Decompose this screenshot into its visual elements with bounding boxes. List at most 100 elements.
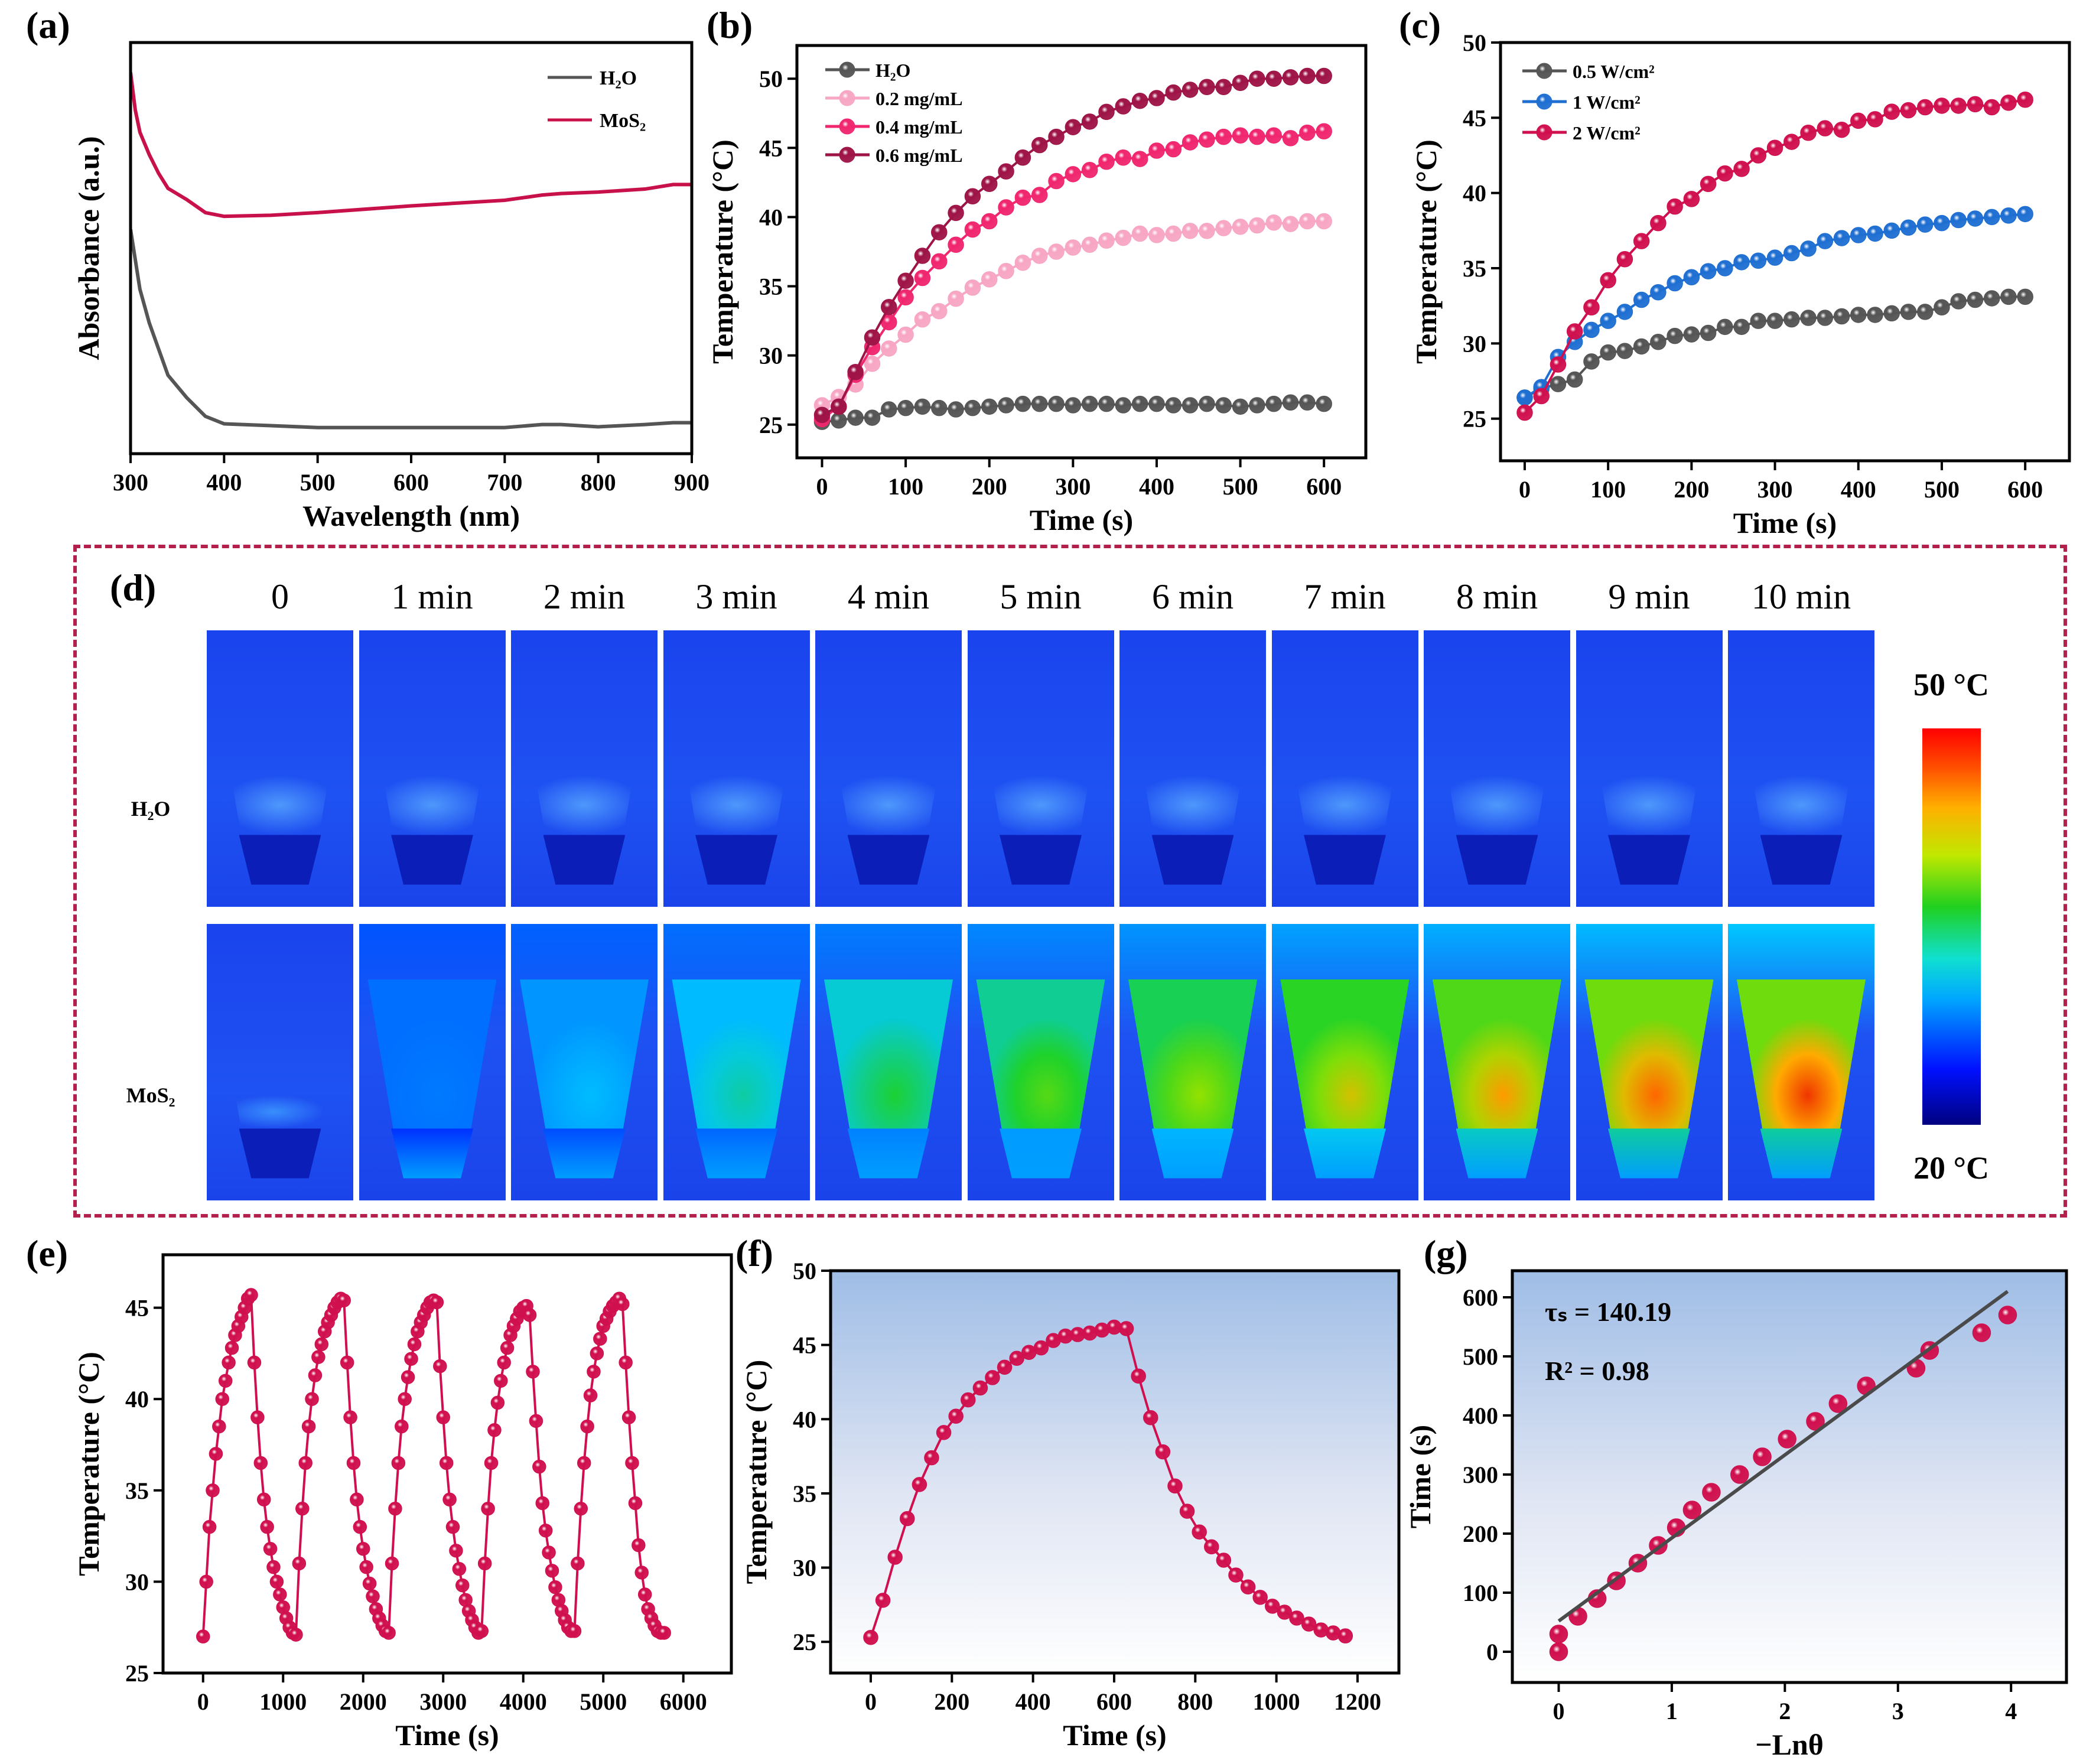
- data-point: [398, 1392, 412, 1406]
- data-point: [1299, 394, 1316, 411]
- time-label: 1 min: [391, 577, 473, 616]
- data-point: [1282, 216, 1299, 232]
- series-h-o: [131, 229, 692, 429]
- data-point: [1733, 318, 1750, 336]
- data-point: [1048, 173, 1065, 190]
- data-point: [292, 1556, 307, 1571]
- data-point: [1301, 1616, 1317, 1632]
- vial-liquid: [1584, 979, 1714, 1145]
- x-tick-label: 500: [300, 469, 336, 496]
- data-point: [981, 213, 998, 230]
- data-point: [583, 1388, 598, 1402]
- y-tick-label: 600: [1463, 1284, 1498, 1311]
- data-point: [948, 204, 964, 222]
- y-tick-label: 25: [793, 1629, 816, 1655]
- vial-base: [391, 1128, 473, 1179]
- legend-label: 2 W/cm²: [1573, 122, 1641, 144]
- data-point: [218, 1374, 233, 1388]
- x-tick-label: 1000: [1253, 1688, 1300, 1715]
- vial-liquid: [1736, 685, 1866, 852]
- thermal-image-mos2: [1728, 924, 1874, 1200]
- data-point: [1934, 97, 1950, 114]
- series-0-5-w-cm-: [1516, 288, 2033, 406]
- data-point: [985, 1370, 1000, 1385]
- data-point: [1155, 1444, 1171, 1460]
- x-tick-label: 0: [1519, 476, 1531, 503]
- y-axis-label: Time (s): [1404, 1425, 1437, 1528]
- data-point: [1249, 128, 1265, 145]
- thermal-image-mos2: [815, 924, 962, 1200]
- data-point: [1240, 1579, 1256, 1595]
- data-point: [1228, 1567, 1244, 1583]
- data-point: [1215, 220, 1232, 236]
- data-point: [1750, 147, 1767, 164]
- y-axis-label: Absorbance (a.u.): [72, 136, 105, 360]
- data-point: [1633, 291, 1650, 308]
- data-point: [1131, 92, 1148, 109]
- data-point: [1014, 395, 1031, 412]
- data-point: [1934, 299, 1950, 315]
- data-point: [1215, 79, 1232, 96]
- data-point: [948, 401, 964, 418]
- data-point: [2017, 288, 2033, 305]
- y-tick-label: 30: [1463, 330, 1486, 357]
- vial-liquid: [367, 685, 497, 852]
- data-point: [1700, 175, 1717, 193]
- data-point: [863, 1629, 878, 1645]
- x-tick-label: 200: [934, 1688, 969, 1715]
- x-tick-label: 0: [816, 473, 828, 500]
- vial-base: [847, 835, 930, 885]
- panel-label-f: (f): [735, 1232, 773, 1274]
- data-point: [1265, 70, 1282, 87]
- data-point: [864, 355, 881, 372]
- data-point: [1683, 326, 1700, 343]
- y-tick-label: 40: [759, 204, 783, 230]
- x-tick-label: 0: [197, 1688, 209, 1715]
- data-point: [924, 1450, 939, 1466]
- chart-a: 300 400 500 600 700 800 900 Wavelength (nm) Abso…: [72, 41, 709, 532]
- data-point: [350, 1492, 364, 1507]
- x-tick-label: 900: [674, 469, 709, 496]
- x-tick-label: 3: [1892, 1698, 1904, 1724]
- data-point: [1232, 127, 1249, 144]
- chart-g: 0 1 2 3 4 0 100 200 300 400 500 600 −Lnθ Time (s) τₛ =…: [1404, 1269, 2068, 1761]
- legend-entry: 0.4 mg/mL: [825, 116, 963, 138]
- plot-frame: [161, 1253, 733, 1675]
- data-point: [1014, 254, 1031, 271]
- data-point: [1098, 103, 1115, 121]
- data-point: [1983, 290, 2000, 307]
- x-axis-label: −Lnθ: [1755, 1728, 1824, 1761]
- data-point: [1566, 371, 1583, 388]
- x-tick-label: 0: [865, 1688, 877, 1715]
- y-tick-label: 400: [1463, 1402, 1498, 1429]
- data-point: [1934, 214, 1950, 232]
- x-tick-label: 3000: [419, 1688, 467, 1715]
- data-point: [250, 1410, 265, 1424]
- data-point: [1883, 305, 1900, 322]
- vial-base: [1456, 1128, 1538, 1179]
- time-label: 3 min: [695, 577, 777, 616]
- y-tick-label: 35: [759, 274, 783, 300]
- x-tick-label: 5000: [580, 1688, 627, 1715]
- x-axis-label: Time (s): [1030, 503, 1133, 536]
- data-point: [864, 329, 881, 346]
- data-point: [487, 1423, 502, 1437]
- data-point: [1633, 233, 1650, 249]
- data-point: [1165, 397, 1182, 414]
- data-point: [1182, 397, 1199, 414]
- data-point: [1733, 161, 1750, 177]
- plot-area: [1549, 1290, 2017, 1661]
- y-tick-label: 35: [125, 1477, 149, 1504]
- data-point: [1833, 230, 1850, 246]
- x-tick-label: 6000: [660, 1688, 707, 1715]
- data-point: [1667, 275, 1683, 292]
- data-point: [1667, 198, 1683, 215]
- data-point: [1282, 130, 1299, 147]
- vial-base: [1456, 835, 1538, 885]
- data-point: [1833, 308, 1850, 325]
- data-point: [1550, 376, 1567, 392]
- data-point: [1265, 214, 1282, 231]
- data-point: [580, 1419, 594, 1434]
- y-tick-label: 45: [759, 135, 783, 161]
- data-point: [1014, 189, 1031, 206]
